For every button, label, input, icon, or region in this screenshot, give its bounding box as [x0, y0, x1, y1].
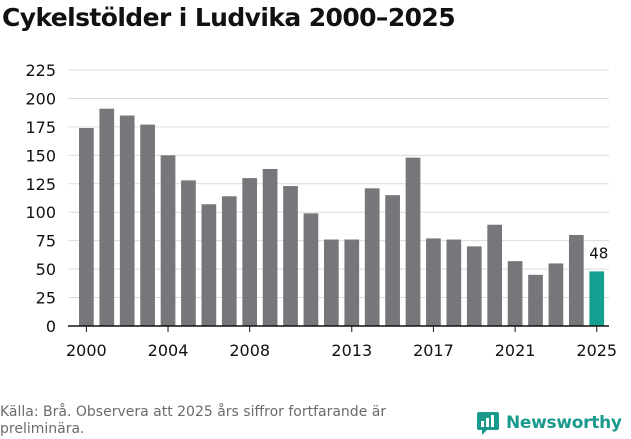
- data-label-2025: 48: [589, 244, 608, 262]
- x-tick-label-2004: 2004: [148, 341, 189, 360]
- bar-2011: [303, 213, 319, 326]
- chart-title: Cykelstölder i Ludvika 2000–2025: [2, 3, 456, 32]
- bar-2008: [242, 178, 258, 326]
- y-tick-label-100: 100: [25, 203, 56, 222]
- bar-2009: [262, 168, 278, 326]
- bar-2005: [181, 180, 196, 326]
- bar-2024: [568, 234, 584, 326]
- bar-2000: [79, 128, 94, 326]
- bar-2012: [324, 239, 339, 326]
- x-tick-label-2017: 2017: [413, 341, 454, 360]
- bar-2025: [589, 271, 605, 326]
- bar-2017: [426, 238, 441, 326]
- newsworthy-logo-text: Newsworthy: [506, 413, 622, 433]
- bar-2014: [364, 188, 380, 326]
- y-tick-label-50: 50: [36, 260, 56, 279]
- x-tick-label-2025: 2025: [576, 341, 617, 360]
- y-tick-label-25: 25: [36, 289, 56, 308]
- bars: [79, 108, 605, 326]
- bar-2019: [466, 246, 482, 326]
- bar-2002: [119, 115, 135, 326]
- y-tick-label-175: 175: [25, 118, 56, 137]
- x-tick-label-2000: 2000: [66, 341, 107, 360]
- y-tick-label-200: 200: [25, 89, 56, 108]
- bar-2001: [99, 108, 115, 326]
- y-tick-label-225: 225: [25, 61, 56, 80]
- y-tick-label-125: 125: [25, 175, 56, 194]
- bar-2007: [221, 196, 237, 326]
- bar-2018: [446, 239, 462, 326]
- bar-2023: [548, 263, 564, 326]
- x-tick-label-2021: 2021: [495, 341, 536, 360]
- bar-2003: [140, 124, 155, 326]
- y-tick-label-0: 0: [46, 317, 56, 336]
- y-tick-label-150: 150: [25, 146, 56, 165]
- source-note: Källa: Brå. Observera att 2025 års siffr…: [0, 404, 387, 437]
- x-axis-ticks: 2000 2004 2008 2013 2017 2021 2025: [66, 326, 617, 360]
- bar-2013: [344, 239, 360, 326]
- data-labels: 48: [589, 244, 608, 262]
- bar-2015: [385, 195, 400, 326]
- newsworthy-logo[interactable]: Newsworthy: [476, 409, 622, 437]
- bar-2022: [528, 274, 543, 326]
- bar-2004: [160, 155, 176, 326]
- bar-2021: [507, 261, 523, 326]
- bar-2016: [405, 157, 421, 326]
- x-tick-label-2013: 2013: [331, 341, 372, 360]
- bar-2020: [487, 224, 503, 326]
- x-tick-label-2008: 2008: [229, 341, 270, 360]
- y-axis-ticks: 0 25 50 75 100 125 150 175 200 225: [25, 61, 56, 336]
- newsworthy-logo-icon: [477, 412, 499, 435]
- bar-2006: [201, 204, 217, 326]
- bar-2010: [283, 186, 298, 326]
- y-tick-label-75: 75: [36, 232, 56, 251]
